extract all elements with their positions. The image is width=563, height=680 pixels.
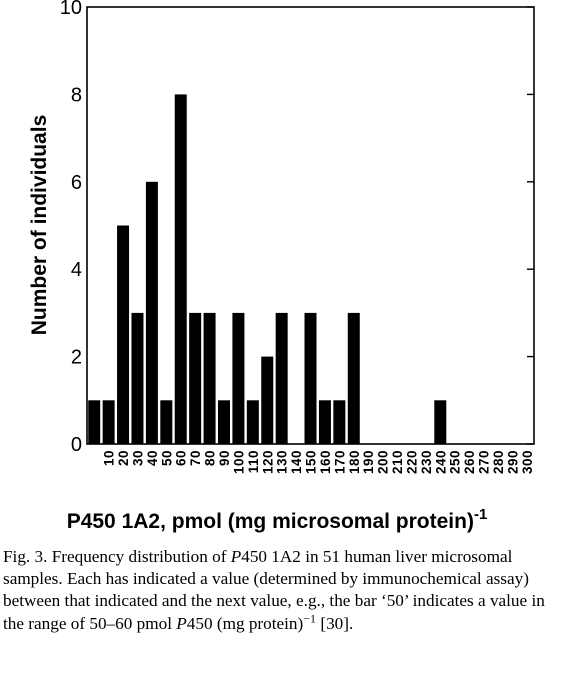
x-tick-label-120: 120 <box>260 450 275 474</box>
x-axis-ticks: 10 20 30 40 50 60 70 80 90 100 110 120 130 140 150 160 1… <box>102 450 535 474</box>
x-tick-label-240: 240 <box>433 450 448 474</box>
caption-italic-p-2: P <box>176 613 187 633</box>
x-tick-label-50: 50 <box>159 450 174 466</box>
bar-180 <box>347 312 360 444</box>
y-axis-label: Number of individuals <box>28 115 51 336</box>
x-tick-label-210: 210 <box>390 450 405 474</box>
x-tick-label-220: 220 <box>404 450 419 474</box>
x-tick-label-140: 140 <box>289 450 304 474</box>
bar-40 <box>145 181 158 445</box>
bar-50 <box>160 400 173 444</box>
x-tick-label-30: 30 <box>130 450 145 466</box>
caption-unit: 450 (mg protein) <box>186 613 304 633</box>
x-tick-label-200: 200 <box>376 450 391 474</box>
y-tick-label: 0 <box>71 434 82 456</box>
y-tick-label: 10 <box>60 0 82 19</box>
bar-130 <box>275 312 288 444</box>
x-tick-label-180: 180 <box>347 450 362 474</box>
x-tick-label-20: 20 <box>116 450 131 466</box>
x-tick-label-230: 230 <box>419 450 434 474</box>
bar-240 <box>434 400 447 444</box>
x-tick-label-90: 90 <box>217 450 232 466</box>
x-axis-label: P450 1A2, pmol (mg microsomal protein)-1 <box>67 506 488 533</box>
bar-70 <box>189 312 202 444</box>
caption-italic-p-1: P <box>230 547 242 566</box>
x-tick-label-70: 70 <box>188 450 203 466</box>
caption-body: 450 1A2 in 51 human liver microsomal sam… <box>3 547 545 633</box>
bar-110 <box>246 400 259 444</box>
bar-0 <box>88 400 101 444</box>
caption-prefix: Fig. 3. Frequency distribution of <box>3 547 231 566</box>
x-tick-label-270: 270 <box>477 450 492 474</box>
bar-20 <box>117 225 130 444</box>
figure-caption: Fig. 3. Frequency distribution of P450 1… <box>3 546 561 635</box>
bar-60 <box>174 94 187 445</box>
x-tick-label-10: 10 <box>102 450 117 466</box>
x-tick-label-60: 60 <box>174 450 189 466</box>
x-tick-label-280: 280 <box>491 450 506 474</box>
bar-150 <box>304 312 317 444</box>
bar-90 <box>217 400 230 444</box>
y-tick-label: 8 <box>71 84 82 106</box>
y-tick-label: 6 <box>71 172 82 194</box>
bar-160 <box>318 400 331 444</box>
bar-10 <box>102 400 115 444</box>
x-tick-label-130: 130 <box>275 450 290 474</box>
caption-reference: [30]. <box>316 613 354 633</box>
bars-group <box>88 94 447 445</box>
x-tick-label-160: 160 <box>318 450 333 474</box>
x-tick-label-290: 290 <box>505 450 520 474</box>
bar-120 <box>261 356 274 444</box>
x-tick-label-170: 170 <box>332 450 347 474</box>
x-tick-label-250: 250 <box>448 450 463 474</box>
y-tick-label: 4 <box>71 259 82 281</box>
x-tick-label-150: 150 <box>304 450 319 474</box>
x-tick-label-100: 100 <box>231 450 246 474</box>
y-axis-ticks: 0 2 4 6 8 10 <box>60 0 534 456</box>
x-tick-label-260: 260 <box>462 450 477 474</box>
bar-100 <box>232 312 245 444</box>
bar-80 <box>203 312 216 444</box>
bar-170 <box>333 400 346 444</box>
y-tick-label: 2 <box>71 347 82 369</box>
x-axis-label-main: P450 1A2, pmol (mg microsomal protein) <box>67 510 474 533</box>
x-tick-label-80: 80 <box>203 450 218 466</box>
x-tick-label-300: 300 <box>520 450 535 474</box>
x-axis-label-superscript: -1 <box>474 506 487 523</box>
x-tick-label-190: 190 <box>361 450 376 474</box>
x-tick-label-40: 40 <box>145 450 160 466</box>
x-tick-label-110: 110 <box>246 450 261 473</box>
bar-30 <box>131 312 144 444</box>
caption-superscript: −1 <box>303 610 317 625</box>
